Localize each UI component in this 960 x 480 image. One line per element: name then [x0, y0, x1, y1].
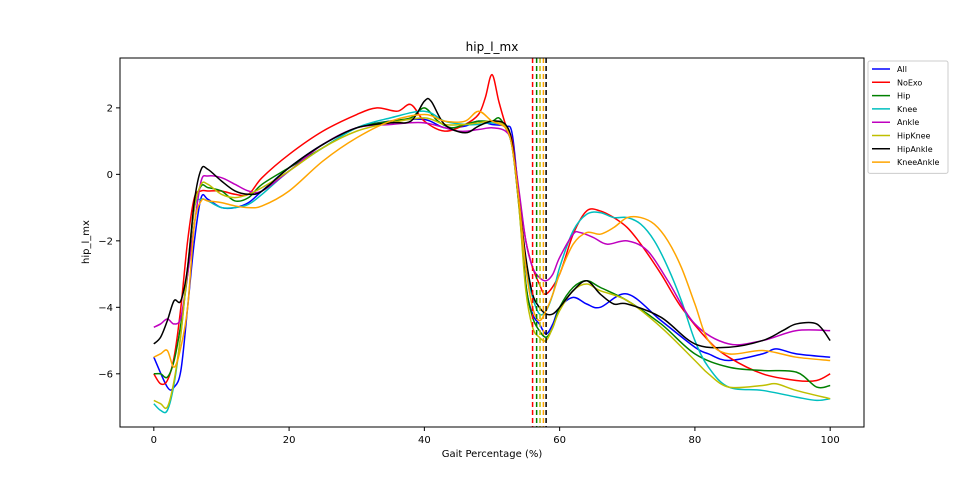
legend-label: All: [897, 65, 907, 74]
legend-label: HipAnkle: [897, 145, 933, 154]
plot-area: [119, 57, 865, 428]
legend-label: Knee: [897, 105, 917, 114]
y-axis: −6 −4 −2 0 2: [98, 103, 120, 380]
y-tick-label: 2: [107, 103, 113, 114]
legend-label: Ankle: [897, 118, 919, 127]
x-axis-label: Gait Percentage (%): [442, 449, 543, 460]
legend-label: HipKnee: [897, 132, 931, 141]
legend-entry-ankle: Ankle: [872, 118, 919, 127]
legend-entry-kneeankle: KneeAnkle: [872, 158, 940, 167]
series-line-hipankle: [153, 97, 831, 349]
x-tick-label: 100: [821, 435, 840, 446]
x-tick-label: 40: [418, 435, 431, 446]
x-tick-label: 0: [151, 435, 157, 446]
legend-label: NoExo: [897, 78, 922, 87]
legend-entry-noexo: NoExo: [872, 78, 922, 87]
legend-entry-knee: Knee: [872, 105, 917, 114]
y-axis-label: hip_l_mx: [81, 220, 92, 264]
legend-entry-hip: Hip: [872, 92, 910, 101]
series-line-kneeankle: [153, 110, 831, 368]
legend-entry-hipankle: HipAnkle: [872, 145, 933, 154]
legend-box: [867, 60, 949, 174]
plot-frame: [120, 58, 864, 427]
chart-title: hip_l_mx: [466, 40, 519, 54]
legend: AllNoExoHipKneeAnkleHipKneeHipAnkleKneeA…: [867, 60, 949, 174]
series-line-ankle: [153, 121, 831, 346]
x-tick-label: 60: [553, 435, 566, 446]
legend-entry-hipknee: HipKnee: [872, 132, 931, 141]
x-tick-label: 80: [689, 435, 702, 446]
y-tick-label: −6: [98, 369, 113, 380]
x-tick-label: 20: [283, 435, 296, 446]
plot-border: [119, 57, 865, 428]
y-tick-label: −4: [98, 303, 113, 314]
series-layer: [153, 73, 831, 414]
vertical-lines-layer: [531, 58, 547, 427]
legend-entry-all: All: [872, 65, 907, 74]
y-tick-label: 0: [107, 170, 113, 181]
y-tick-label: −2: [98, 236, 113, 247]
x-axis: 0 20 40 60 80 100: [151, 427, 840, 446]
legend-label: Hip: [897, 92, 910, 101]
series-line-hip: [153, 107, 831, 389]
legend-label: KneeAnkle: [897, 158, 940, 167]
